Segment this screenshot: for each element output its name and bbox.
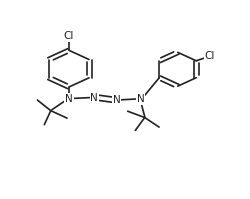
- Text: N: N: [136, 94, 144, 104]
- Text: Cl: Cl: [64, 31, 74, 41]
- Text: Cl: Cl: [204, 51, 214, 61]
- Text: N: N: [65, 94, 72, 103]
- Text: N: N: [112, 95, 120, 105]
- Text: N: N: [90, 93, 98, 102]
